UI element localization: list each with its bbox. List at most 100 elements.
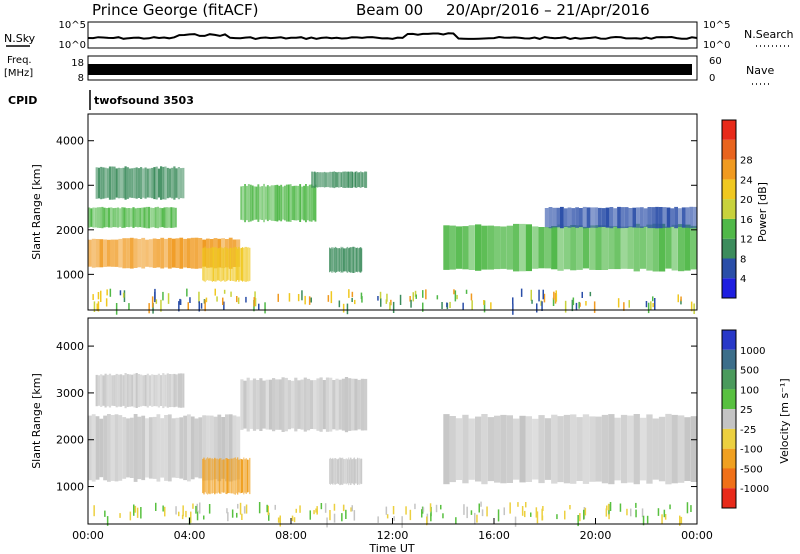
data-cell bbox=[601, 208, 606, 227]
clutter-mark bbox=[593, 301, 596, 313]
data-cell bbox=[335, 458, 337, 484]
clutter-mark bbox=[541, 301, 543, 311]
clutter-mark bbox=[198, 291, 200, 304]
clutter-mark bbox=[392, 301, 395, 313]
clutter-mark bbox=[399, 294, 402, 305]
clutter-mark bbox=[552, 297, 555, 306]
clutter-mark bbox=[237, 503, 239, 509]
y-tick-label: 1000 bbox=[56, 481, 84, 494]
nave-label: Nave bbox=[746, 64, 774, 77]
clutter-mark bbox=[129, 511, 132, 521]
data-cell bbox=[110, 239, 115, 267]
data-cell bbox=[582, 226, 590, 269]
data-cell bbox=[462, 414, 469, 484]
clutter-mark bbox=[351, 291, 354, 298]
data-cell bbox=[126, 167, 129, 199]
data-cell bbox=[665, 413, 672, 485]
clutter-mark bbox=[254, 291, 256, 302]
data-cell bbox=[356, 247, 358, 272]
data-cell bbox=[244, 459, 246, 493]
data-cell bbox=[172, 207, 175, 228]
clutter-mark bbox=[97, 301, 100, 312]
velocity-y-axis-label: Slant Range [km] bbox=[30, 373, 43, 469]
data-cell bbox=[353, 458, 354, 485]
data-cell bbox=[513, 418, 520, 480]
clutter-mark bbox=[454, 290, 457, 302]
clutter-mark bbox=[186, 288, 188, 297]
data-cell bbox=[251, 185, 254, 221]
data-cell bbox=[605, 207, 610, 228]
data-cell bbox=[171, 167, 174, 199]
data-cell bbox=[246, 185, 248, 221]
data-cell bbox=[335, 247, 337, 273]
clutter-mark bbox=[104, 510, 106, 517]
clutter-mark bbox=[422, 302, 424, 312]
data-cell bbox=[244, 184, 246, 223]
data-cell bbox=[106, 374, 109, 407]
data-cell bbox=[263, 183, 265, 223]
data-cell bbox=[614, 417, 621, 481]
data-cell bbox=[161, 208, 164, 228]
colorbar-frame bbox=[721, 119, 737, 299]
data-cell bbox=[152, 416, 157, 479]
clutter-mark bbox=[564, 510, 566, 520]
data-cell bbox=[146, 168, 149, 198]
data-cell bbox=[670, 208, 675, 227]
clutter-mark bbox=[148, 303, 150, 314]
data-cell bbox=[361, 458, 363, 484]
colorbar-segment bbox=[722, 468, 736, 489]
y-tick-label: 3000 bbox=[56, 387, 84, 400]
colorbar-tick-label: -1000 bbox=[740, 484, 769, 495]
data-cell bbox=[166, 167, 169, 199]
data-cell bbox=[194, 237, 199, 269]
clutter-mark bbox=[93, 505, 95, 517]
data-cell bbox=[609, 207, 614, 229]
clutter-mark bbox=[341, 513, 343, 522]
nsky-left-tick-bottom: 10^0 bbox=[59, 40, 86, 51]
data-cell bbox=[182, 167, 185, 199]
clutter-mark bbox=[520, 288, 523, 297]
clutter-mark bbox=[581, 291, 583, 298]
x-tick-label: 00:00 bbox=[681, 529, 713, 542]
clutter-mark bbox=[309, 510, 311, 520]
clutter-mark bbox=[304, 295, 306, 305]
data-cell bbox=[345, 248, 347, 272]
clutter-mark bbox=[680, 299, 682, 305]
data-cell bbox=[151, 167, 154, 199]
x-tick-label: 04:00 bbox=[174, 529, 206, 542]
data-cell bbox=[334, 458, 335, 485]
data-region-3 bbox=[202, 246, 251, 283]
data-cell bbox=[333, 459, 335, 484]
data-cell bbox=[103, 239, 107, 267]
data-cell bbox=[325, 172, 327, 188]
data-cell bbox=[206, 415, 210, 481]
clutter-mark bbox=[192, 503, 194, 509]
clutter-mark bbox=[679, 515, 681, 526]
data-cell bbox=[238, 246, 240, 282]
data-cell bbox=[357, 457, 359, 485]
data-cell bbox=[102, 167, 105, 199]
data-cell bbox=[348, 247, 350, 272]
clutter-mark bbox=[669, 504, 671, 510]
data-cell bbox=[349, 457, 351, 485]
data-cell bbox=[340, 246, 342, 273]
data-cell bbox=[177, 373, 180, 408]
data-cell bbox=[104, 167, 107, 199]
data-cell bbox=[333, 171, 335, 189]
data-cell bbox=[475, 416, 482, 482]
clutter-mark bbox=[390, 299, 392, 306]
data-cell bbox=[213, 247, 215, 282]
data-cell bbox=[481, 414, 488, 485]
clutter-mark bbox=[151, 296, 154, 308]
data-cell bbox=[336, 458, 338, 484]
clutter-mark bbox=[543, 293, 546, 303]
data-cell bbox=[674, 206, 678, 229]
data-cell bbox=[589, 225, 596, 270]
data-region-7 bbox=[443, 223, 697, 272]
data-cell bbox=[113, 166, 116, 200]
clutter-mark bbox=[490, 302, 492, 310]
freq-band bbox=[88, 64, 692, 75]
clutter-mark bbox=[635, 502, 637, 508]
clutter-mark bbox=[380, 298, 382, 307]
data-cell bbox=[225, 414, 229, 482]
